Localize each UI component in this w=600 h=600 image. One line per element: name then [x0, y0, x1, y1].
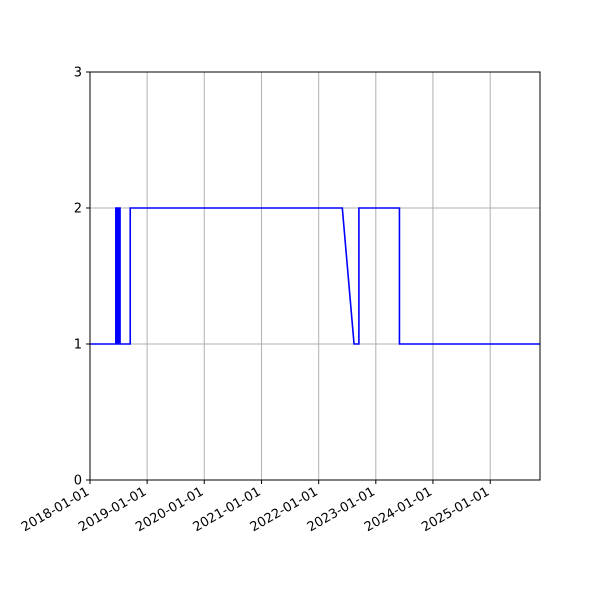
plot-area	[90, 72, 540, 480]
y-tick-label: 3	[74, 66, 82, 81]
series-line	[90, 207, 540, 345]
y-axis: 0 1 2 3	[74, 66, 90, 489]
y-tick-label: 0	[74, 474, 82, 489]
x-axis: 2018-01-012019-01-012020-01-012021-01-01…	[19, 480, 492, 535]
y-tick-label: 2	[74, 202, 82, 217]
y-tick-label: 1	[74, 338, 82, 353]
series-layer	[90, 207, 540, 345]
plot-frame	[89, 71, 541, 481]
